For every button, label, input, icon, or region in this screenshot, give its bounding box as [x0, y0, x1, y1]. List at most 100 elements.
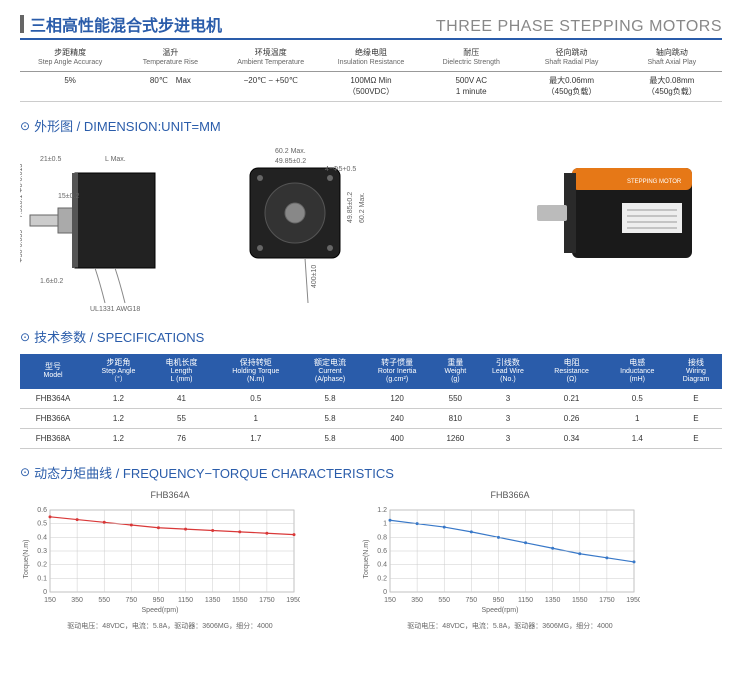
- svg-text:21±0.5: 21±0.5: [40, 156, 61, 163]
- table-cell: 3: [477, 408, 538, 428]
- table-cell: 1.2: [86, 408, 151, 428]
- svg-text:Speed(rpm): Speed(rpm): [482, 607, 519, 614]
- svg-text:0.1: 0.1: [37, 575, 47, 582]
- svg-text:Torque(N.m): Torque(N.m): [23, 539, 30, 578]
- chart-box: FHB366A00.20.40.60.811.21503505507509501…: [360, 490, 660, 631]
- svg-text:60.2 Max.: 60.2 Max.: [275, 148, 306, 155]
- table-cell: FHB364A: [20, 389, 86, 409]
- table-cell: 1260: [433, 428, 477, 448]
- spec-th: 型号Model: [20, 354, 86, 388]
- chart-note: 驱动电压：48VDC，电流：5.8A，驱动器：3606MG，细分：4000: [20, 621, 320, 631]
- param-value: 5%: [20, 72, 120, 101]
- table-cell: 0.21: [539, 389, 605, 409]
- svg-text:1350: 1350: [545, 597, 561, 604]
- table-cell: 1: [605, 408, 670, 428]
- param-value: 最大0.08mm（450g负载）: [622, 72, 722, 101]
- table-cell: 550: [433, 389, 477, 409]
- svg-text:1950: 1950: [626, 597, 640, 604]
- svg-text:Torque(N.m): Torque(N.m): [363, 539, 370, 578]
- table-cell: 1.4: [605, 428, 670, 448]
- svg-text:350: 350: [71, 597, 83, 604]
- chart-title: FHB366A: [360, 490, 660, 500]
- table-cell: 3: [477, 389, 538, 409]
- dimension-area: 21±0.5 L Max. 15±0.2 1.6±0.2 Φ8-0.013 7.…: [20, 143, 722, 313]
- param-header: 环境温度Ambient Temperature: [221, 44, 321, 71]
- spec-th: 接线WiringDiagram: [670, 354, 722, 388]
- header-bar: [20, 15, 24, 33]
- svg-text:950: 950: [493, 597, 505, 604]
- table-cell: 120: [361, 389, 434, 409]
- svg-text:0.4: 0.4: [377, 561, 387, 568]
- param-header: 轴向跳动Shaft Axial Play: [622, 44, 722, 71]
- motor-photo: STEPPING MOTOR: [522, 143, 722, 283]
- table-row: FHB366A1.25515.824081030.261E: [20, 408, 722, 428]
- top-params: 步距精度Step Angle Accuracy温升Temperature Ris…: [20, 44, 722, 102]
- table-row: FHB364A1.2410.55.812055030.210.5E: [20, 389, 722, 409]
- table-cell: 1.7: [212, 428, 299, 448]
- svg-text:0.2: 0.2: [377, 575, 387, 582]
- table-cell: E: [670, 408, 722, 428]
- svg-text:0: 0: [383, 589, 387, 596]
- table-cell: E: [670, 389, 722, 409]
- param-value: 500V AC1 minute: [421, 72, 521, 101]
- table-cell: 41: [151, 389, 212, 409]
- svg-text:1750: 1750: [259, 597, 275, 604]
- table-cell: 76: [151, 428, 212, 448]
- param-header: 绝缘电阻Insulation Resistance: [321, 44, 421, 71]
- spec-th: 电阻Resistance(Ω): [539, 354, 605, 388]
- svg-text:550: 550: [98, 597, 110, 604]
- svg-text:750: 750: [125, 597, 137, 604]
- svg-text:Φ36-0.039: Φ36-0.039: [20, 230, 24, 263]
- svg-text:0.8: 0.8: [377, 534, 387, 541]
- svg-text:1950: 1950: [286, 597, 300, 604]
- spec-table: 型号Model步距角Step Angle（°）电机长度LengthL (mm)保…: [20, 354, 722, 448]
- param-header: 径向跳动Shaft Radial Play: [521, 44, 621, 71]
- svg-text:150: 150: [384, 597, 396, 604]
- chart-title: FHB364A: [20, 490, 320, 500]
- svg-text:15±0.2: 15±0.2: [58, 193, 79, 200]
- svg-text:1.6±0.2: 1.6±0.2: [40, 278, 63, 285]
- svg-text:150: 150: [44, 597, 56, 604]
- spec-th: 额定电流Current(A/phase): [299, 354, 360, 388]
- param-header: 温升Temperature Rise: [120, 44, 220, 71]
- table-row: FHB368A1.2761.75.8400126030.341.4E: [20, 428, 722, 448]
- table-cell: 810: [433, 408, 477, 428]
- svg-text:1: 1: [383, 520, 387, 527]
- spec-th: 转子惯量Rotor Inertia(g.cm²): [361, 354, 434, 388]
- table-cell: 400: [361, 428, 434, 448]
- svg-text:0.4: 0.4: [37, 534, 47, 541]
- chart-box: FHB364A00.10.20.30.40.50.615035055075095…: [20, 490, 320, 631]
- chart-note: 驱动电压：48VDC，电流：5.8A，驱动器：3606MG，细分：4000: [360, 621, 660, 631]
- table-cell: FHB366A: [20, 408, 86, 428]
- page-header: 三相高性能混合式步进电机 THREE PHASE STEPPING MOTORS: [20, 12, 722, 40]
- svg-text:7.5±0.1: 7.5±0.1: [20, 195, 24, 218]
- svg-text:0.6: 0.6: [377, 548, 387, 555]
- spec-th: 电机长度LengthL (mm): [151, 354, 212, 388]
- svg-text:400±10: 400±10: [311, 265, 318, 288]
- section-spec: 技术参数 / SPECIFICATIONS: [20, 327, 722, 346]
- spec-th: 重量Weight(g): [433, 354, 477, 388]
- svg-text:Speed(rpm): Speed(rpm): [142, 607, 179, 614]
- spec-th: 保持转矩Holding Torque(N.m): [212, 354, 299, 388]
- table-cell: E: [670, 428, 722, 448]
- table-cell: 5.8: [299, 428, 360, 448]
- svg-text:49.85±0.2: 49.85±0.2: [275, 158, 306, 165]
- svg-text:750: 750: [465, 597, 477, 604]
- svg-text:1550: 1550: [572, 597, 588, 604]
- svg-text:0.5: 0.5: [37, 520, 47, 527]
- svg-text:0.3: 0.3: [37, 548, 47, 555]
- torque-chart: 00.20.40.60.811.215035055075095011501350…: [360, 504, 640, 614]
- svg-text:1150: 1150: [178, 597, 193, 604]
- table-cell: 3: [477, 428, 538, 448]
- svg-text:1350: 1350: [205, 597, 221, 604]
- svg-text:L Max.: L Max.: [105, 156, 126, 163]
- svg-text:0.2: 0.2: [37, 561, 47, 568]
- svg-text:1550: 1550: [232, 597, 248, 604]
- svg-text:1150: 1150: [518, 597, 533, 604]
- title-en: THREE PHASE STEPPING MOTORS: [436, 18, 722, 36]
- table-cell: 1.2: [86, 428, 151, 448]
- param-value: 最大0.06mm（450g负载）: [521, 72, 621, 101]
- table-cell: 1: [212, 408, 299, 428]
- svg-text:350: 350: [411, 597, 423, 604]
- table-cell: 1.2: [86, 389, 151, 409]
